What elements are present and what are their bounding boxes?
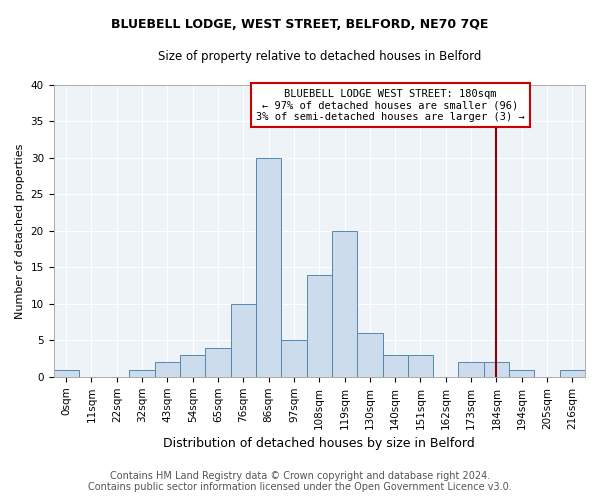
Bar: [256, 158, 281, 377]
Bar: [509, 370, 535, 377]
Bar: [230, 304, 256, 377]
Bar: [180, 355, 205, 377]
Y-axis label: Number of detached properties: Number of detached properties: [15, 143, 25, 318]
Bar: [155, 362, 180, 377]
X-axis label: Distribution of detached houses by size in Belford: Distribution of detached houses by size …: [163, 437, 475, 450]
Text: BLUEBELL LODGE, WEST STREET, BELFORD, NE70 7QE: BLUEBELL LODGE, WEST STREET, BELFORD, NE…: [112, 18, 488, 30]
Bar: [205, 348, 230, 377]
Bar: [332, 231, 357, 377]
Bar: [53, 370, 79, 377]
Bar: [281, 340, 307, 377]
Bar: [560, 370, 585, 377]
Bar: [130, 370, 155, 377]
Bar: [307, 274, 332, 377]
Bar: [484, 362, 509, 377]
Text: Contains HM Land Registry data © Crown copyright and database right 2024.
Contai: Contains HM Land Registry data © Crown c…: [88, 471, 512, 492]
Text: BLUEBELL LODGE WEST STREET: 180sqm
← 97% of detached houses are smaller (96)
3% : BLUEBELL LODGE WEST STREET: 180sqm ← 97%…: [256, 88, 524, 122]
Bar: [458, 362, 484, 377]
Bar: [357, 333, 383, 377]
Title: Size of property relative to detached houses in Belford: Size of property relative to detached ho…: [158, 50, 481, 63]
Bar: [383, 355, 408, 377]
Bar: [408, 355, 433, 377]
